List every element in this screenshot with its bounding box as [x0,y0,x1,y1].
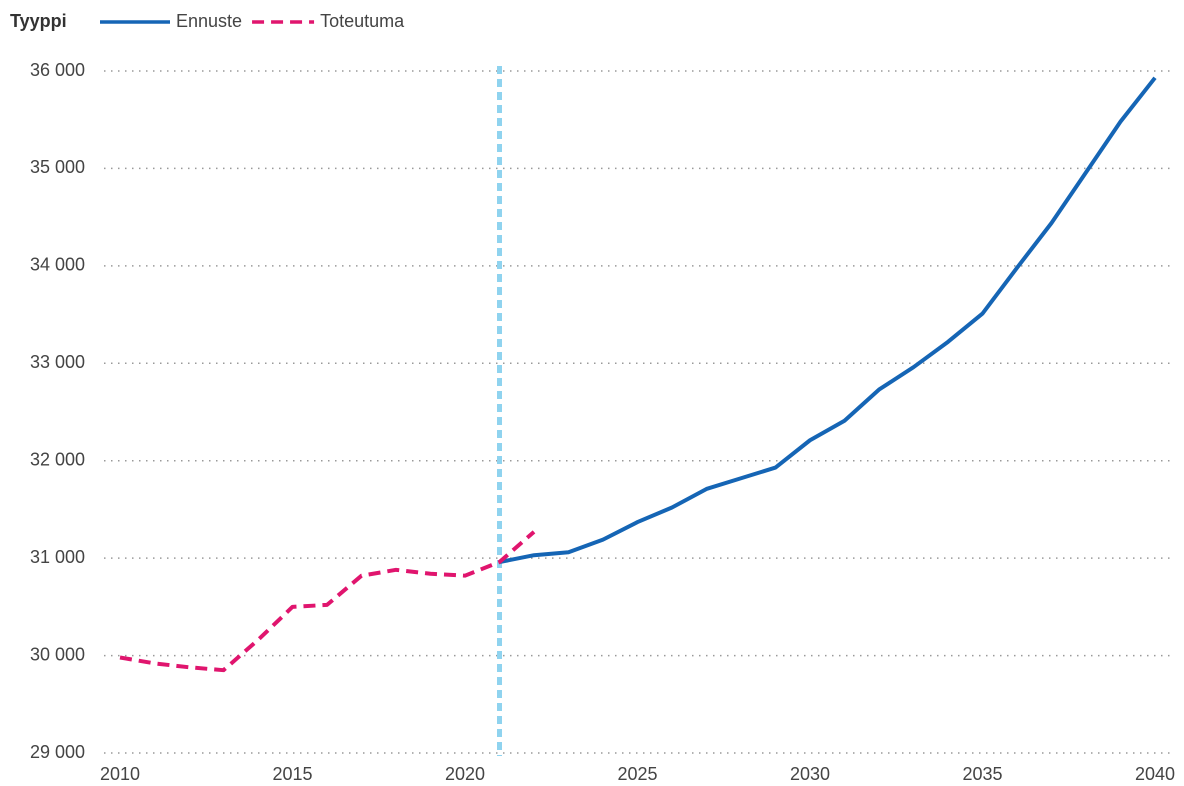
series-line [499,76,1157,565]
y-tick-label: 36 000 [30,60,85,80]
y-tick-label: 30 000 [30,644,85,664]
x-tick-label: 2025 [617,764,657,784]
y-tick-label: 29 000 [30,742,85,762]
series-line [119,530,536,673]
y-tick-label: 33 000 [30,352,85,372]
x-tick-label: 2030 [790,764,830,784]
y-tick-label: 31 000 [30,547,85,567]
x-tick-label: 2020 [445,764,485,784]
x-tick-label: 2035 [962,764,1002,784]
legend-label: Toteutuma [320,11,405,31]
legend-label: Ennuste [176,11,242,31]
y-tick-label: 34 000 [30,255,85,275]
legend-title: Tyyppi [10,11,67,31]
x-tick-label: 2010 [100,764,140,784]
y-tick-label: 32 000 [30,449,85,469]
x-tick-label: 2040 [1135,764,1175,784]
y-tick-label: 35 000 [30,157,85,177]
x-tick-label: 2015 [272,764,312,784]
